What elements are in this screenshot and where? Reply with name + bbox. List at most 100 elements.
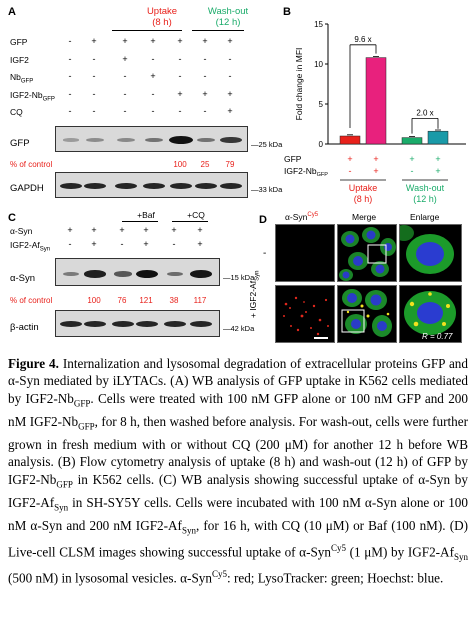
b-row-label: GFP [284,154,302,164]
actin-band [190,321,212,327]
gapdh-band [115,183,137,189]
gfp-band [117,138,135,142]
syn-western-blot [55,258,220,286]
actin-band [84,321,106,327]
uptake-title: Uptake [146,6,178,17]
a-sign: + [177,36,183,46]
a-sign: + [177,89,183,99]
actin-band [136,321,158,327]
gfp-band [169,136,193,144]
c-pct-value: 121 [139,296,153,305]
a-sign: - [68,89,72,99]
c-blot1-mw: —15 kDa [223,273,255,282]
a-sign: - [92,54,96,64]
micrograph-merge-treated [337,285,397,343]
panel-c-letter: C [8,212,16,224]
y-axis-label: Fold change in MFI [294,48,304,121]
a-sign: - [178,71,182,81]
syn-band [114,271,132,277]
uptake-bracket [112,30,182,31]
d-col1-label: α-SynCy5 [285,212,319,222]
actin-western-blot [55,310,220,337]
actin-band [164,321,186,327]
gapdh-band [170,183,192,189]
figure-caption: Figure 4. Internalization and lysosomal … [8,356,469,586]
a-sign: + [91,36,97,46]
gapdh-band [84,183,106,189]
a-sign: + [122,36,128,46]
a-sign: - [203,54,207,64]
a-blot1-mw: —25 kDa [251,140,283,149]
a-sign: - [123,89,127,99]
fold-annotation: 9.6 x [354,35,371,44]
a-sign: - [228,54,232,64]
gapdh-band [220,183,242,189]
c-sign: + [67,225,73,235]
a-sign: - [151,89,155,99]
gfp-band [220,136,242,144]
b-sign: - [411,166,414,176]
c-sign: + [119,225,125,235]
a-row-label: NbGFP [10,72,34,85]
a-sign: - [68,36,72,46]
a-sign: + [202,36,208,46]
a-sign: - [228,71,232,81]
a-blot2-label: GAPDH [10,183,44,194]
baf-label: +Baf [137,210,155,220]
a-row-label: CQ [10,107,23,117]
micrograph-enlarge-control [399,224,462,282]
a-sign: - [151,106,155,116]
a-sign: - [92,106,96,116]
b-sign: - [349,166,352,176]
d-row1-label: - [263,248,267,259]
group-title: Uptake [349,183,378,193]
y-tick-label: 5 [319,100,324,109]
c-sign: + [91,225,97,235]
c-sign: - [172,239,176,249]
actin-band [60,321,82,327]
c-sign: + [171,225,177,235]
gapdh-band [60,183,82,189]
d-col2-label: Merge [352,212,377,222]
group-time: (12 h) [413,194,437,204]
baf-bracket [122,221,158,222]
a-pct-value: 79 [225,160,235,169]
c-sign: + [197,239,203,249]
syn-band [136,270,158,278]
panel-a-letter: A [8,6,16,18]
syn-band [63,271,79,277]
a-sign: - [92,89,96,99]
group-title: Wash-out [406,183,445,193]
a-sign: + [227,106,233,116]
a-sign: - [68,106,72,116]
a-row-label: IGF2-NbGFP [10,90,55,103]
actin-band [112,321,134,327]
b-row-label: IGF2-NbGFP [284,166,328,178]
c-sign: + [91,239,97,249]
colocalization-r-value: R = 0.77 [422,332,453,341]
y-tick-label: 0 [319,140,324,149]
a-row-label-sub: GFP [20,78,34,85]
y-tick-label: 10 [314,60,323,69]
micrograph-merge-control [337,224,397,282]
micrograph-enlarge-treated: R = 0.77 [399,285,462,343]
bar [427,130,449,145]
a-sign: - [68,54,72,64]
washout-bracket [192,30,244,31]
b-sign: + [435,154,440,164]
fold-change-bar-chart: 0 5 10 15 Fold change in MFI 9.6 x 2.0 x GFP + + +… [284,20,466,204]
gfp-western-blot [55,126,248,152]
c-row1-label: α-Syn [10,226,33,236]
micrograph-syn-treated [275,285,335,343]
c-blot2-mw: —42 kDa [223,324,255,333]
a-pct-value: 25 [200,160,210,169]
a-sign: + [150,71,156,81]
a-sign: + [150,36,156,46]
gapdh-band [143,183,165,189]
gfp-band [62,138,80,142]
uptake-time: (8 h) [152,17,172,28]
a-row-label-sub: GFP [42,96,55,103]
bar [401,137,423,145]
a-sign: - [92,71,96,81]
bar [339,135,361,145]
